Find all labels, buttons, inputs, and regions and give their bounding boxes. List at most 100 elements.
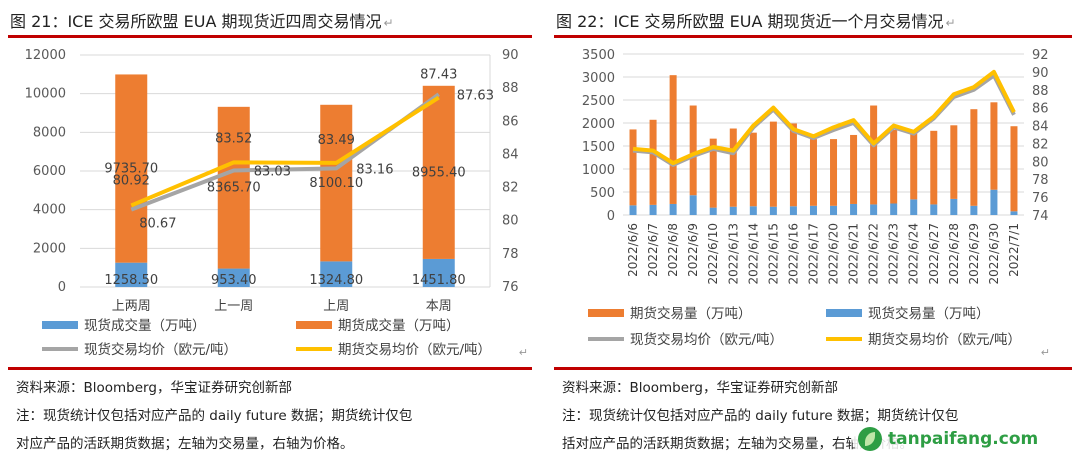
left-futures-volume-label: 8100.10 (309, 176, 363, 191)
left-spot-price-label: 80.67 (139, 217, 176, 232)
left-spot-price-label: 87.63 (457, 88, 494, 103)
right-x-tick-label: 2022/6/21 (847, 223, 861, 285)
right-return-mark: ↵ (1041, 346, 1050, 359)
right-y2-tick-label: 86 (1032, 102, 1049, 117)
right-bottom-rule (554, 367, 1072, 370)
right-futures-bar (970, 109, 978, 206)
right-y-tick-label: 3000 (582, 71, 615, 86)
left-spot-bar (115, 262, 148, 287)
right-x-tick-label: 2022/6/15 (766, 223, 780, 285)
right-futures-bar (950, 125, 958, 199)
right-y-tick-label: 0 (607, 209, 615, 224)
right-x-tick-label: 2022/6/14 (746, 223, 760, 285)
right-top-rule (554, 35, 1072, 38)
right-x-tick-label: 2022/6/22 (867, 223, 881, 285)
right-y2-tick-label: 78 (1032, 173, 1049, 188)
right-note-line2: 括对应产品的活跃期货数据；左轴为交易量，右轴为价格。 (562, 436, 913, 452)
right-spot-bar (649, 204, 657, 215)
left-return-mark: ↵ (519, 346, 528, 359)
left-x-tick-label: 上一周 (214, 299, 253, 314)
right-futures-bar (629, 129, 637, 206)
left-legend-label: 期货交易均价（欧元/吨） (338, 341, 491, 358)
right-legend-label: 期货交易量（万吨） (630, 305, 752, 322)
left-futures-price-label: 80.92 (113, 173, 150, 188)
left-panel: 图 21：ICE 交易所欧盟 EUA 期现货近四周交易情况 ↵ 0 2000 4000… (8, 12, 532, 452)
left-y-tick-label: 2000 (33, 241, 66, 256)
right-spot-bar (870, 204, 878, 215)
right-futures-bar (870, 105, 878, 205)
right-futures-bar (729, 128, 737, 207)
right-y2-tick-label: 74 (1032, 209, 1049, 224)
left-legend-swatch (42, 321, 78, 329)
right-spot-bar (990, 189, 998, 215)
left-futures-price-label: 87.43 (420, 68, 457, 83)
right-note-line1: 注：现货统计仅包括对应产品的 daily future 数据；期货统计仅包 (562, 408, 959, 424)
right-x-tick-label: 2022/6/16 (786, 223, 800, 285)
left-y-tick-label: 4000 (33, 203, 66, 218)
right-futures-bar (769, 121, 777, 207)
right-y2-tick-label: 90 (1032, 66, 1049, 81)
right-futures-price-line (632, 69, 1016, 166)
left-y-tick-label: 10000 (25, 87, 66, 102)
right-y2-tick-label: 76 (1032, 191, 1049, 206)
right-x-tick-label: 2022/6/8 (666, 223, 680, 277)
right-x-tick-label: 2022/6/13 (726, 223, 740, 285)
right-y-tick-label: 1500 (582, 140, 615, 155)
right-futures-bar (749, 132, 757, 207)
left-y2-tick-label: 84 (502, 147, 519, 162)
left-y-tick-label: 0 (58, 280, 66, 295)
right-x-tick-label: 2022/6/23 (887, 223, 901, 285)
left-spot-price-line (130, 92, 440, 212)
left-y-tick-label: 12000 (25, 48, 66, 63)
left-y2-tick-label: 86 (502, 114, 519, 129)
right-y-tick-label: 3500 (582, 48, 615, 63)
right-spot-bar (1010, 211, 1018, 215)
right-spot-bar (910, 199, 918, 215)
right-y2-tick-label: 84 (1032, 120, 1049, 135)
left-futures-bar (217, 106, 250, 269)
right-spot-bar (669, 203, 677, 215)
left-x-tick-label: 上两周 (112, 299, 151, 314)
right-y2-tick-label: 82 (1032, 137, 1049, 152)
left-y2-tick-label: 82 (502, 181, 519, 196)
right-spot-bar (930, 204, 938, 215)
left-x-tick-label: 上周 (323, 299, 349, 314)
left-y2-tick-label: 88 (502, 81, 519, 96)
right-y2-tick-label: 92 (1032, 48, 1049, 63)
right-spot-bar (789, 206, 797, 215)
right-futures-bar (930, 130, 938, 205)
right-source: 资料来源：Bloomberg，华宝证券研究创新部 (562, 380, 838, 396)
right-legend-label: 期货交易均价（欧元/吨） (868, 331, 1021, 348)
right-futures-bar (789, 123, 797, 207)
left-spot-bar (422, 258, 455, 287)
left-y-tick-label: 8000 (33, 125, 66, 140)
right-x-tick-label: 2022/6/24 (907, 223, 921, 285)
right-futures-bar (850, 134, 858, 204)
right-y-tick-label: 1000 (582, 163, 615, 178)
right-spot-bar (709, 207, 717, 215)
right-x-tick-label: 2022/6/27 (927, 223, 941, 285)
left-spot-volume-label: 1451.80 (412, 273, 466, 288)
right-x-tick-label: 2022/6/10 (706, 223, 720, 285)
left-y2-tick-label: 76 (502, 280, 519, 295)
right-x-tick-label: 2022/6/28 (947, 223, 961, 285)
right-chart: 0 500 1000 1500 2000 2500 3000 3500 74 76 78 80 82 84… (582, 48, 1050, 359)
site-watermark: tanpaifang.com (852, 424, 1062, 454)
right-futures-bar (990, 102, 998, 190)
right-x-tick-label: 2022/7/1 (1007, 223, 1021, 277)
left-futures-volume-label: 9735.70 (104, 162, 158, 177)
left-futures-volume-label: 8955.40 (412, 165, 466, 180)
left-legend-swatch (296, 321, 332, 329)
right-legend-label: 现货交易量（万吨） (868, 305, 990, 322)
right-futures-bar (830, 139, 838, 206)
right-futures-bar (910, 132, 918, 200)
left-y2-tick-label: 78 (502, 247, 519, 262)
watermark-text: tanpaifang.com (888, 429, 1039, 449)
right-x-tick-label: 2022/6/20 (827, 223, 841, 285)
right-spot-bar (769, 206, 777, 215)
right-futures-bar (809, 139, 817, 206)
right-legend-swatch (588, 309, 624, 317)
left-spot-volume-label: 953.40 (211, 273, 257, 288)
right-legend-label: 现货交易均价（欧元/吨） (630, 331, 783, 348)
right-futures-bar (649, 119, 657, 205)
